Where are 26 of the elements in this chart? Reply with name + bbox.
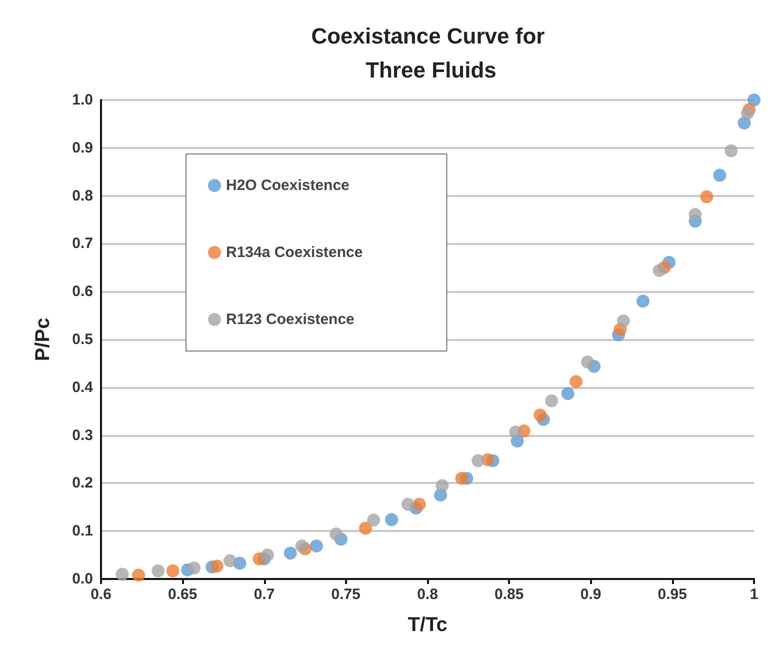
y-tick-label: 0.3 [72,426,93,444]
y-tick-label: 0.0 [72,570,93,588]
y-tick-label: 0.1 [72,522,93,540]
chart-title: Coexistance Curve for Three Fluids [311,24,551,82]
x-tick-label: 0.8 [417,586,438,603]
y-tick-label: 0.4 [72,378,94,396]
x-tick-label: 0.9 [580,586,602,603]
x-axis-title: T/Tc [408,614,448,636]
y-tick-label: 1.0 [72,92,93,108]
x-tick-label: 0.6 [90,586,112,603]
legend-label: H2O Coexistence [226,177,350,194]
y-tick-label: 0.8 [72,187,93,204]
x-tick-label: 0.75 [331,586,360,603]
y-tick-label: 0.2 [72,474,93,492]
y-tick-label: 0.6 [72,283,93,300]
x-tick-label: 0.7 [254,586,275,603]
x-tick-label: 0.65 [168,586,198,603]
x-tick-label: 0.95 [658,586,687,603]
y-axis-title: P/Pc [32,318,54,362]
legend-label: R123 Coexistence [226,311,354,328]
x-tick-label: 1 [750,586,758,603]
legend-label: R134a Coexistence [226,244,363,261]
x-tick-label: 0.85 [494,586,524,603]
y-tick-label: 0.5 [72,331,93,348]
y-tick-label: 0.9 [72,139,93,156]
y-tick-label: 0.7 [72,235,93,252]
